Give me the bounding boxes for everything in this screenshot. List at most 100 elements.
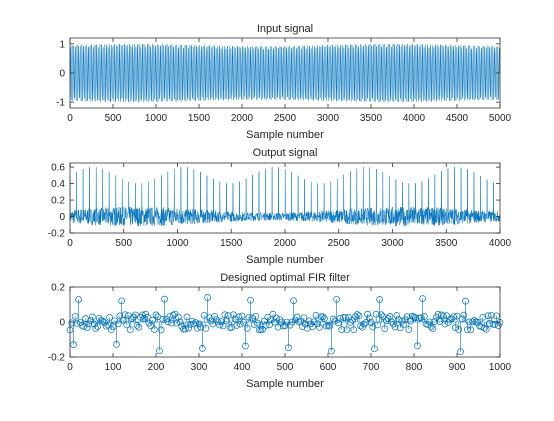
fir-filter-marker [393, 312, 401, 319]
fir-filter-marker [364, 310, 371, 318]
fir-filter-marker [434, 311, 442, 318]
fir-filter-marker [281, 322, 289, 330]
fir-filter-marker [441, 320, 449, 328]
fir-filter-marker [90, 320, 98, 328]
fir-filter-marker [193, 324, 201, 332]
fir-filter-marker [205, 314, 213, 322]
fir-filter-marker [400, 321, 408, 328]
fir-filter-marker [75, 296, 82, 303]
fir-filter-marker [231, 315, 239, 323]
fir-filter-ytick-label: 0 [59, 318, 65, 329]
fir-filter-marker [443, 312, 451, 319]
fir-filter-marker [183, 313, 191, 321]
fir-filter-marker [321, 315, 328, 322]
fir-filter-marker [259, 326, 266, 333]
input-signal-xtick-label: 2000 [231, 113, 254, 124]
fir-filter-marker [319, 313, 327, 321]
fir-filter-marker [128, 315, 136, 322]
fir-filter-marker [216, 321, 223, 329]
fir-filter-marker [106, 313, 113, 321]
fir-filter-series [66, 294, 504, 356]
fir-filter-marker [405, 326, 413, 333]
fir-filter-marker [71, 312, 79, 320]
fir-filter-marker [348, 316, 356, 324]
fir-filter-marker [290, 297, 297, 305]
fir-filter-marker [453, 312, 461, 320]
fir-filter-marker [310, 318, 318, 326]
input-signal-xtick-label: 4000 [403, 113, 426, 124]
fir-filter-xtick-label: 700 [363, 362, 380, 373]
input-signal-line [69, 43, 501, 103]
fir-filter-marker [429, 325, 437, 332]
input-signal-series [69, 43, 501, 103]
fir-filter-marker [333, 295, 340, 303]
fir-filter-marker [243, 324, 251, 332]
output-signal-series [69, 167, 501, 227]
fir-filter-marker [448, 315, 456, 323]
fir-filter-marker [352, 313, 359, 320]
fir-filter-marker [488, 311, 495, 319]
fir-filter-marker [371, 345, 378, 353]
input-signal-xtick-label: 500 [105, 113, 122, 124]
fir-filter-marker [479, 313, 487, 321]
fir-filter-marker [173, 319, 180, 327]
fir-filter-marker [181, 325, 189, 333]
fir-filter-marker [374, 321, 382, 329]
fir-filter-marker [190, 320, 198, 328]
fir-filter-xtick-label: 300 [191, 362, 208, 373]
fir-filter-marker [137, 313, 144, 321]
fir-filter-marker [176, 318, 184, 326]
fir-filter-marker [94, 323, 101, 330]
output-signal-xtick-label: 500 [115, 238, 132, 249]
fir-filter-marker [154, 313, 162, 321]
fir-filter-marker [204, 294, 211, 301]
fir-filter-marker [295, 318, 303, 326]
fir-filter-xtick-label: 800 [406, 362, 423, 373]
fir-filter-marker [269, 310, 277, 318]
fir-filter-marker [314, 320, 322, 328]
fir-filter-marker [304, 324, 311, 332]
output-signal-xtick-label: 0 [67, 238, 73, 249]
input-signal-title: Input signal [257, 23, 313, 35]
fir-filter-marker [161, 295, 168, 303]
fir-filter-marker [250, 321, 258, 328]
fir-filter-marker [219, 322, 227, 330]
fir-filter-marker [309, 323, 316, 331]
fir-filter-marker [254, 319, 261, 327]
fir-filter-marker [278, 318, 285, 326]
fir-filter-marker [462, 297, 469, 305]
fir-filter-marker [463, 326, 471, 334]
fir-filter-marker [288, 318, 296, 326]
fir-filter-marker [379, 313, 387, 321]
fir-filter-marker [252, 312, 260, 320]
fir-filter-marker [372, 310, 380, 318]
fir-filter-marker [68, 319, 76, 327]
fir-filter-marker [331, 317, 339, 325]
input-signal-xtick-label: 5000 [489, 113, 512, 124]
fir-filter-marker [341, 314, 349, 321]
fir-filter-marker [484, 312, 492, 320]
fir-filter-marker [457, 348, 464, 356]
fir-filter-xlabel: Sample number [246, 378, 324, 390]
fir-filter-marker [195, 320, 203, 328]
fir-filter-marker [156, 347, 163, 355]
input-signal-ytick-label: -1 [56, 98, 65, 109]
fir-filter-marker [102, 322, 110, 330]
fir-filter-marker [168, 319, 175, 327]
output-signal-ytick-label: 0.6 [51, 163, 65, 174]
output-signal-xtick-label: 1000 [166, 238, 189, 249]
fir-filter-marker [300, 314, 308, 322]
fir-filter-marker [233, 321, 241, 329]
fir-filter-marker [212, 316, 220, 324]
fir-filter-marker [202, 324, 210, 332]
fir-filter-marker [211, 312, 218, 320]
fir-filter-marker [316, 323, 323, 331]
fir-filter-xtick-label: 600 [320, 362, 337, 373]
output-signal-title: Output signal [253, 147, 318, 159]
fir-filter-marker [199, 345, 206, 352]
fir-filter-axes: Designed optimal FIR filter 0 100 200 300 40… [48, 272, 512, 390]
fir-filter-marker [328, 347, 335, 355]
fir-filter-marker [365, 314, 373, 322]
fir-filter-marker [408, 312, 416, 320]
fir-filter-marker [347, 318, 354, 326]
